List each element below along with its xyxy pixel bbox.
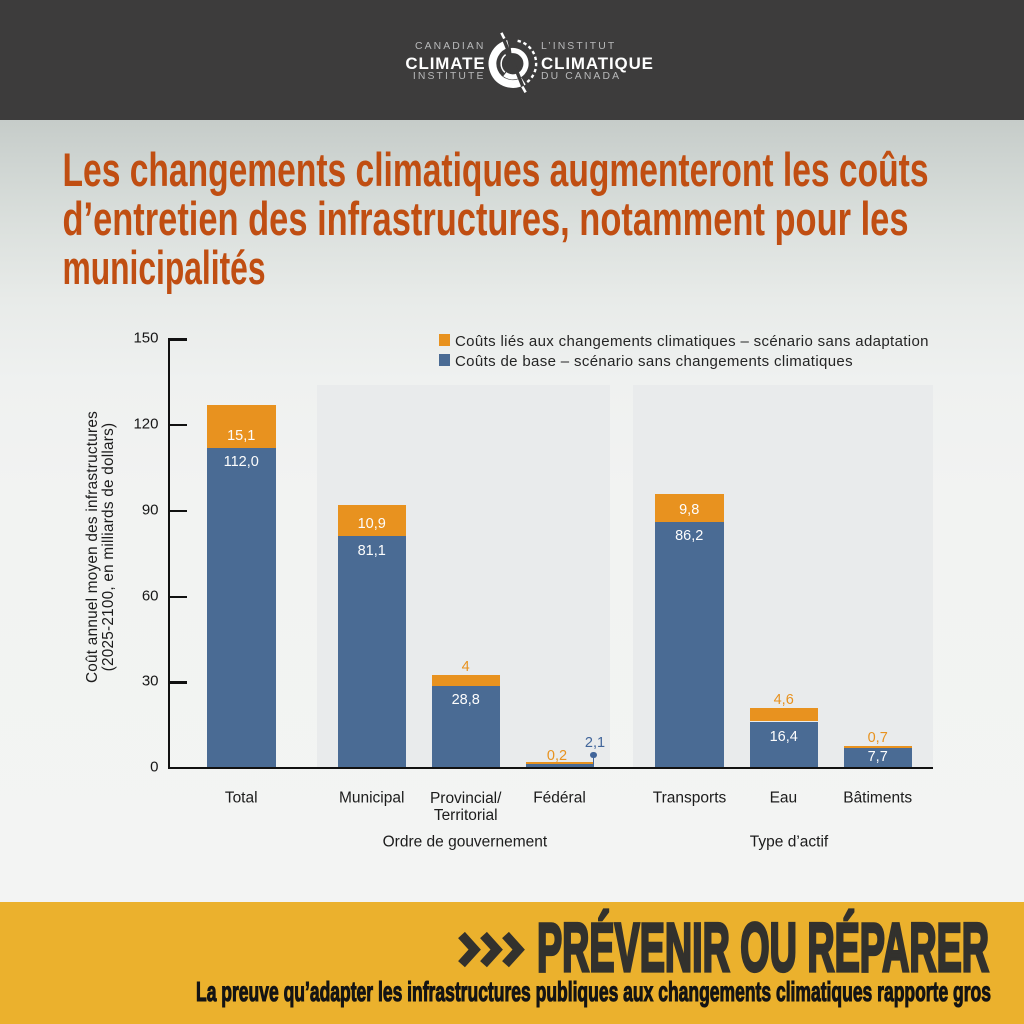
svg-text:d’entretien des infrastructure: d’entretien des infrastructures, notamme… [63, 193, 909, 246]
svg-text:La preuve qu’adapter les infra: La preuve qu’adapter les infrastructures… [196, 976, 991, 1007]
svg-text:Les changements climatiques au: Les changements climatiques augmenteront… [63, 144, 929, 197]
svg-text:municipalités: municipalités [63, 242, 266, 295]
svg-text:PRÉVENIR OU RÉPARER: PRÉVENIR OU RÉPARER [537, 909, 989, 986]
